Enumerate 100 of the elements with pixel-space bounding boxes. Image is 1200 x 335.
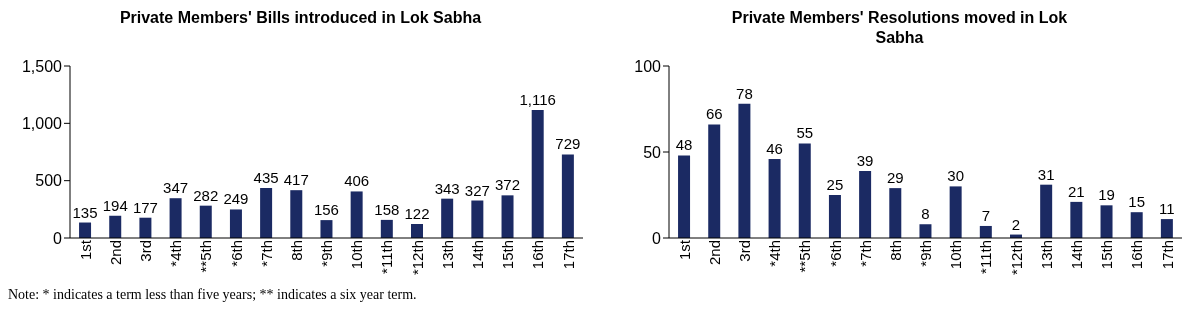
data-label: 435 xyxy=(253,169,279,187)
bar xyxy=(1100,205,1113,238)
bar xyxy=(768,158,781,238)
y-tick-label: 50 xyxy=(643,143,662,161)
data-label: 249 xyxy=(223,190,249,208)
bar xyxy=(79,222,92,238)
data-label: 8 xyxy=(921,205,930,223)
data-label: 347 xyxy=(163,179,189,197)
data-label: 25 xyxy=(826,176,844,193)
chart-title: Private Members' Resolutions moved in Lok Sabha xyxy=(730,8,1069,48)
bar xyxy=(169,198,182,238)
data-label: 78 xyxy=(736,84,753,102)
bar xyxy=(380,219,393,238)
bar xyxy=(260,188,273,238)
bar xyxy=(501,195,514,238)
bar xyxy=(1070,201,1083,238)
bar xyxy=(290,190,303,238)
data-label: 29 xyxy=(886,169,904,187)
x-tick-label: *6th xyxy=(227,240,245,267)
x-tick-label: 13th xyxy=(1037,240,1055,270)
x-tick-label: 10th xyxy=(348,240,366,270)
x-tick-label: 16th xyxy=(529,240,547,270)
data-label: 30 xyxy=(947,167,964,185)
x-tick-label: 17th xyxy=(1158,240,1176,270)
x-tick-label: 15th xyxy=(1098,240,1116,270)
bar xyxy=(471,200,484,238)
x-tick-label: 16th xyxy=(1128,240,1146,270)
bar xyxy=(889,188,902,238)
x-tick-label: *9th xyxy=(917,240,935,267)
chart-title: Private Members' Bills introduced in Lok Sabha xyxy=(118,8,483,28)
data-label: 66 xyxy=(705,105,723,123)
x-tick-label: 2nd xyxy=(106,240,124,266)
bar xyxy=(350,191,363,238)
data-label: 194 xyxy=(102,196,128,214)
bar xyxy=(1040,184,1053,238)
x-tick-label: 15th xyxy=(499,240,517,270)
x-tick-label: 8th xyxy=(287,240,305,261)
data-label: 46 xyxy=(766,139,783,157)
x-tick-label: *12th xyxy=(1007,240,1025,276)
bar xyxy=(229,209,242,238)
bar xyxy=(979,225,992,238)
data-label: 31 xyxy=(1037,165,1055,183)
x-tick-label: **5th xyxy=(197,240,215,273)
x-tick-label: 3rd xyxy=(736,240,754,262)
x-tick-label: 1st xyxy=(675,239,693,261)
data-label: 158 xyxy=(374,200,400,218)
data-label: 48 xyxy=(675,136,693,154)
bar xyxy=(949,186,962,238)
bar xyxy=(828,195,841,238)
x-tick-label: 8th xyxy=(886,240,904,261)
bar xyxy=(561,154,574,238)
data-label: 55 xyxy=(796,124,814,142)
x-tick-label: 14th xyxy=(469,240,487,270)
y-tick-label: 1,000 xyxy=(21,115,63,133)
x-tick-label: *4th xyxy=(766,240,784,267)
bar xyxy=(1160,219,1173,238)
data-label: 177 xyxy=(132,198,158,216)
data-label: 343 xyxy=(434,179,460,197)
x-tick-label: *9th xyxy=(318,240,336,267)
bar xyxy=(320,220,333,238)
y-tick-label: 0 xyxy=(652,229,662,247)
x-tick-label: *11th xyxy=(378,240,396,274)
data-label: 21 xyxy=(1068,182,1085,200)
x-tick-label: 14th xyxy=(1068,240,1086,270)
data-label: 7 xyxy=(981,206,990,224)
y-tick-label: 100 xyxy=(634,57,662,75)
x-tick-label: *4th xyxy=(167,240,185,267)
data-label: 2 xyxy=(1011,215,1021,233)
x-tick-label: *7th xyxy=(257,240,275,267)
x-tick-label: *7th xyxy=(856,240,874,267)
x-tick-label: 3rd xyxy=(137,240,155,262)
x-tick-label: *6th xyxy=(826,240,844,267)
data-label: 156 xyxy=(313,201,339,219)
data-label: 406 xyxy=(344,172,370,190)
data-label: 417 xyxy=(283,171,309,189)
bar xyxy=(109,215,122,238)
bar xyxy=(410,224,423,238)
bar xyxy=(531,110,544,238)
data-label: 19 xyxy=(1098,186,1115,204)
x-tick-label: **5th xyxy=(796,240,814,273)
x-tick-label: 17th xyxy=(559,240,577,270)
data-label: 327 xyxy=(464,181,490,199)
text: Note: * indicates a term less than five years; ** indicates a six year term. xyxy=(8,287,418,303)
bar xyxy=(708,124,721,238)
x-tick-label: *11th xyxy=(977,240,995,274)
bar xyxy=(139,217,152,238)
x-tick-label: 2nd xyxy=(705,240,723,266)
data-label: 729 xyxy=(555,135,581,153)
data-label: 122 xyxy=(404,205,430,223)
bar xyxy=(1130,212,1143,238)
bar xyxy=(738,103,751,238)
data-label: 11 xyxy=(1159,200,1175,218)
bar xyxy=(798,143,811,238)
bar xyxy=(859,170,872,238)
x-tick-label: 13th xyxy=(438,240,456,270)
bar xyxy=(919,224,932,238)
bar xyxy=(678,155,691,238)
x-tick-label: 1st xyxy=(76,239,94,261)
y-tick-label: 1,500 xyxy=(21,57,63,75)
y-tick-label: 0 xyxy=(53,229,63,247)
